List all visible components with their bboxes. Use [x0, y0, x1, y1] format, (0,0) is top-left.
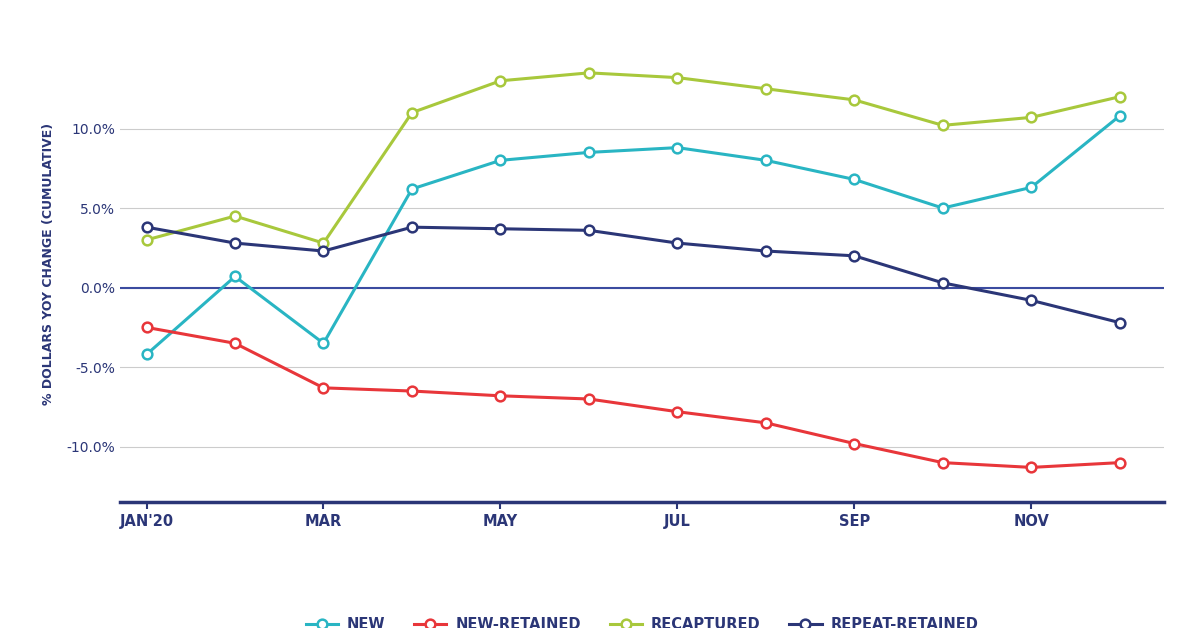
Legend: NEW, NEW-RETAINED, RECAPTURED, REPEAT-RETAINED: NEW, NEW-RETAINED, RECAPTURED, REPEAT-RE…	[300, 612, 984, 628]
Y-axis label: % DOLLARS YOY CHANGE (CUMULATIVE): % DOLLARS YOY CHANGE (CUMULATIVE)	[42, 122, 55, 405]
